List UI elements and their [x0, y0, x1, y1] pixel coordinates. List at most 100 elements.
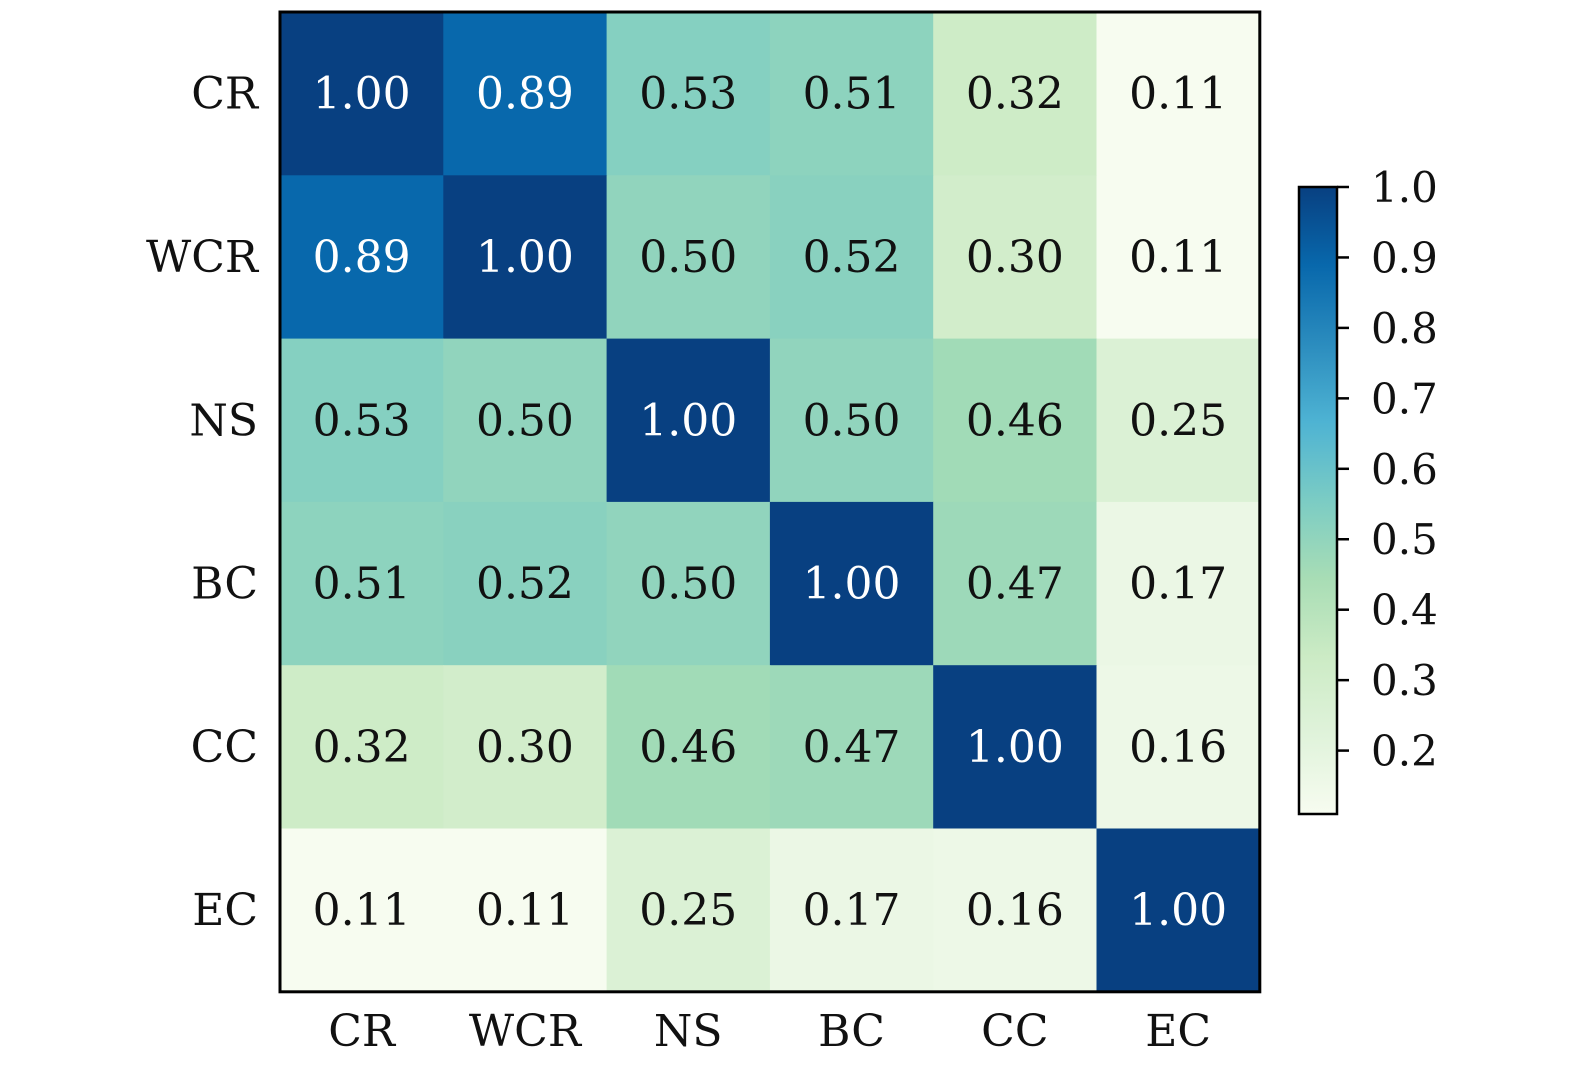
cell-value-label: 0.11 — [313, 885, 411, 936]
cell-value-label: 0.25 — [639, 885, 737, 936]
heatmap-cell-ns-cc — [933, 338, 1098, 503]
y-tick-label-ns: NS — [189, 395, 258, 446]
x-axis-ticks: CR WCR NS BC CC EC — [328, 1006, 1211, 1057]
cell-value-label: 1.00 — [313, 69, 411, 120]
heatmap-cell-ns-bc — [769, 338, 934, 503]
cell-value-label: 1.00 — [639, 395, 737, 446]
heatmap-cells — [280, 12, 1261, 993]
cell-value-label: 0.16 — [1129, 722, 1227, 773]
cell-value-label: 0.11 — [476, 885, 574, 936]
heatmap-cell-bc-cr — [280, 501, 444, 666]
cell-value-label: 0.17 — [1129, 559, 1227, 610]
colorbar-tick-label: 0.5 — [1371, 515, 1438, 564]
cell-value-label: 0.51 — [313, 559, 411, 610]
heatmap-cell-cr-ns — [606, 12, 771, 176]
heatmap-cell-wcr-ns — [606, 175, 771, 340]
colorbar: 0.2 0.3 0.4 0.5 0.6 0.7 0.8 0.9 1.0 — [1297, 163, 1438, 816]
cell-value-label: 0.46 — [966, 395, 1064, 446]
cell-value-label: 0.51 — [803, 69, 901, 120]
colorbar-tick-label: 0.4 — [1371, 586, 1438, 635]
x-tick-label-cr: CR — [328, 1006, 397, 1057]
x-tick-label-ns: NS — [654, 1006, 723, 1057]
cell-value-label: 0.47 — [803, 722, 901, 773]
colorbar-tick-label: 0.2 — [1371, 727, 1438, 776]
cell-value-label: 0.50 — [639, 232, 737, 283]
cell-value-label: 0.11 — [1129, 232, 1227, 283]
colorbar-tick-label: 0.3 — [1371, 656, 1438, 705]
heatmap-cell-ec-ec — [1096, 828, 1261, 993]
cell-value-label: 1.00 — [803, 559, 901, 610]
y-axis-ticks: CR WCR NS BC CC EC — [146, 69, 260, 937]
colorbar-tick-label: 0.6 — [1371, 445, 1438, 494]
colorbar-tick-label: 0.9 — [1371, 233, 1438, 282]
colorbar-tick-label: 1.0 — [1371, 163, 1438, 212]
cell-value-label: 0.47 — [966, 559, 1064, 610]
heatmap-cell-bc-wcr — [443, 501, 608, 666]
heatmap-cell-cr-ec — [1096, 12, 1261, 176]
heatmap-cell-cr-wcr — [443, 12, 608, 176]
cell-value-label: 0.89 — [476, 69, 574, 120]
y-tick-label-bc: BC — [191, 559, 258, 610]
cell-value-label: 0.25 — [1129, 395, 1227, 446]
cell-value-label: 0.30 — [476, 722, 574, 773]
cell-annotations: 1.00 0.89 0.53 0.51 0.32 0.11 0.89 1.00 0.50 0.52… — [313, 69, 1227, 937]
heatmap-cell-cc-ec — [1096, 665, 1261, 830]
y-tick-label-cr: CR — [191, 69, 260, 120]
heatmap-cell-cc-cr — [280, 665, 444, 830]
x-tick-label-bc: BC — [818, 1006, 885, 1057]
cell-value-label: 0.16 — [966, 885, 1064, 936]
heatmap-cell-cc-bc — [769, 665, 934, 830]
heatmap-cell-cr-cr — [280, 12, 444, 176]
cell-value-label: 0.53 — [313, 395, 411, 446]
heatmap-cell-ec-cc — [933, 828, 1098, 993]
cell-value-label: 0.11 — [1129, 69, 1227, 120]
cell-value-label: 1.00 — [1129, 885, 1227, 936]
cell-value-label: 0.50 — [803, 395, 901, 446]
heatmap-cell-bc-ec — [1096, 501, 1261, 666]
plot-frame — [278, 10, 1262, 994]
cell-value-label: 0.32 — [966, 69, 1064, 120]
cell-value-label: 0.52 — [476, 559, 574, 610]
heatmap-cell-ec-ns — [606, 828, 771, 993]
cell-value-label: 0.46 — [639, 722, 737, 773]
heatmap-cell-bc-ns — [606, 501, 771, 666]
heatmap-cell-bc-bc — [769, 501, 934, 666]
x-tick-label-wcr: WCR — [469, 1006, 583, 1057]
cell-value-label: 0.53 — [639, 69, 737, 120]
cell-value-label: 1.00 — [966, 722, 1064, 773]
heatmap-cell-ec-cr — [280, 828, 444, 993]
cell-value-label: 0.52 — [803, 232, 901, 283]
heatmap-cell-cr-cc — [933, 12, 1098, 176]
heatmap-cell-cr-bc — [769, 12, 934, 176]
y-tick-label-cc: CC — [191, 722, 258, 773]
heatmap-cell-wcr-cr — [280, 175, 444, 340]
heatmap-cell-ns-wcr — [443, 338, 608, 503]
heatmap-cell-wcr-cc — [933, 175, 1098, 340]
cell-value-label: 0.89 — [313, 232, 411, 283]
x-tick-label-ec: EC — [1145, 1006, 1211, 1057]
heatmap-cell-ns-cr — [280, 338, 444, 503]
cell-value-label: 0.30 — [966, 232, 1064, 283]
cell-value-label: 1.00 — [476, 232, 574, 283]
colorbar-tick-label: 0.8 — [1371, 304, 1438, 353]
cell-value-label: 0.50 — [476, 395, 574, 446]
heatmap-cell-cc-cc — [933, 665, 1098, 830]
heatmap-cell-wcr-ec — [1096, 175, 1261, 340]
x-tick-label-cc: CC — [981, 1006, 1048, 1057]
heatmap-cell-ec-bc — [769, 828, 934, 993]
y-tick-label-wcr: WCR — [146, 232, 260, 283]
heatmap-cell-ns-ns — [606, 338, 771, 503]
heatmap-cell-ns-ec — [1096, 338, 1261, 503]
heatmap-cell-wcr-bc — [769, 175, 934, 340]
colorbar-gradient — [1297, 185, 1339, 816]
cell-value-label: 0.32 — [313, 722, 411, 773]
heatmap-cell-wcr-wcr — [443, 175, 608, 340]
heatmap-cell-bc-cc — [933, 501, 1098, 666]
y-tick-label-ec: EC — [192, 885, 258, 936]
heatmap-cell-cc-ns — [606, 665, 771, 830]
heatmap-cell-cc-wcr — [443, 665, 608, 830]
heatmap-cell-ec-wcr — [443, 828, 608, 993]
cell-value-label: 0.50 — [639, 559, 737, 610]
